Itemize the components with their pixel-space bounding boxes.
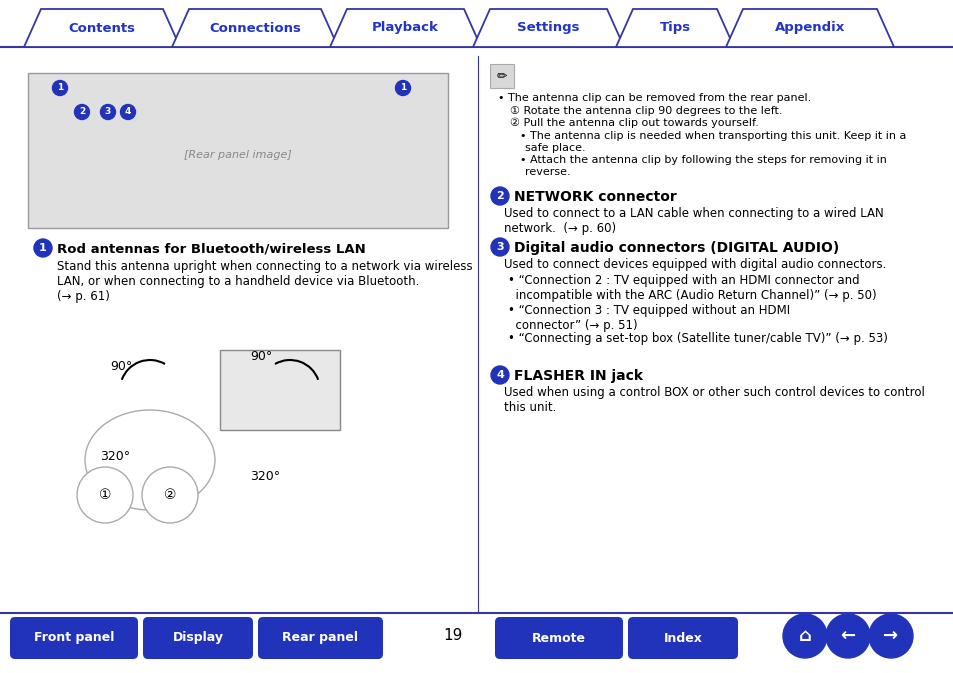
Circle shape [491, 366, 509, 384]
FancyBboxPatch shape [257, 617, 382, 659]
Text: 320°: 320° [250, 470, 280, 483]
Text: NETWORK connector: NETWORK connector [514, 190, 676, 204]
Text: Tips: Tips [659, 22, 690, 34]
Text: 19: 19 [443, 629, 462, 643]
Text: ←: ← [840, 627, 855, 645]
Text: ①: ① [99, 488, 112, 502]
Text: • Attach the antenna clip by following the steps for removing it in: • Attach the antenna clip by following t… [519, 155, 886, 165]
Circle shape [395, 81, 410, 96]
Text: ① Rotate the antenna clip 90 degrees to the left.: ① Rotate the antenna clip 90 degrees to … [510, 106, 781, 116]
Text: 320°: 320° [100, 450, 130, 463]
Text: Remote: Remote [532, 631, 585, 645]
Text: • “Connection 3 : TV equipped without an HDMI
  connector” (→ p. 51): • “Connection 3 : TV equipped without an… [507, 304, 789, 332]
Polygon shape [172, 9, 337, 47]
Text: 90°: 90° [250, 350, 272, 363]
Text: 4: 4 [496, 370, 503, 380]
Text: Contents: Contents [69, 22, 135, 34]
Text: Index: Index [663, 631, 701, 645]
Polygon shape [616, 9, 733, 47]
Circle shape [491, 238, 509, 256]
FancyBboxPatch shape [143, 617, 253, 659]
Circle shape [491, 187, 509, 205]
FancyBboxPatch shape [490, 64, 514, 88]
Text: Front panel: Front panel [33, 631, 114, 645]
Text: ✏: ✏ [497, 71, 507, 83]
Ellipse shape [85, 410, 214, 510]
Circle shape [100, 104, 115, 120]
Text: Rear panel: Rear panel [282, 631, 358, 645]
Text: 4: 4 [125, 108, 132, 116]
FancyBboxPatch shape [10, 617, 138, 659]
FancyBboxPatch shape [627, 617, 738, 659]
Text: Used when using a control BOX or other such control devices to control
this unit: Used when using a control BOX or other s… [503, 386, 923, 414]
Text: →: → [882, 627, 898, 645]
Text: • The antenna clip is needed when transporting this unit. Keep it in a: • The antenna clip is needed when transp… [519, 131, 905, 141]
Polygon shape [473, 9, 623, 47]
Text: FLASHER IN jack: FLASHER IN jack [514, 369, 642, 383]
Circle shape [34, 239, 52, 257]
Text: ②: ② [164, 488, 176, 502]
Text: 90°: 90° [110, 360, 132, 373]
Bar [28, 73, 448, 228]
Text: • “Connection 2 : TV equipped with an HDMI connector and
  incompatible with the: • “Connection 2 : TV equipped with an HD… [507, 274, 876, 302]
Text: ② Pull the antenna clip out towards yourself.: ② Pull the antenna clip out towards your… [510, 118, 758, 129]
Text: 1: 1 [39, 243, 47, 253]
Text: 1: 1 [57, 83, 63, 92]
Text: 3: 3 [105, 108, 111, 116]
Polygon shape [725, 9, 893, 47]
Polygon shape [330, 9, 480, 47]
Circle shape [868, 614, 912, 658]
Text: Display: Display [172, 631, 223, 645]
Circle shape [74, 104, 90, 120]
Text: 3: 3 [496, 242, 503, 252]
FancyBboxPatch shape [495, 617, 622, 659]
Circle shape [782, 614, 826, 658]
Text: ⌂: ⌂ [798, 627, 811, 645]
Text: Playback: Playback [372, 22, 438, 34]
Circle shape [825, 614, 869, 658]
Text: Stand this antenna upright when connecting to a network via wireless
LAN, or whe: Stand this antenna upright when connecti… [57, 260, 472, 303]
Text: 2: 2 [79, 108, 85, 116]
Text: [Rear panel image]: [Rear panel image] [184, 150, 292, 160]
Text: Appendix: Appendix [774, 22, 844, 34]
Text: • The antenna clip can be removed from the rear panel.: • The antenna clip can be removed from t… [497, 93, 810, 103]
Text: reverse.: reverse. [524, 167, 570, 177]
Text: safe place.: safe place. [524, 143, 585, 153]
Polygon shape [24, 9, 180, 47]
Text: • “Connecting a set-top box (Satellite tuner/cable TV)” (→ p. 53): • “Connecting a set-top box (Satellite t… [507, 332, 887, 345]
Text: Rod antennas for Bluetooth/wireless LAN: Rod antennas for Bluetooth/wireless LAN [57, 242, 365, 255]
Circle shape [77, 467, 132, 523]
Text: Settings: Settings [517, 22, 579, 34]
Circle shape [120, 104, 135, 120]
FancyBboxPatch shape [220, 350, 339, 430]
Text: Digital audio connectors (DIGITAL AUDIO): Digital audio connectors (DIGITAL AUDIO) [514, 241, 839, 255]
Text: Used to connect devices equipped with digital audio connectors.: Used to connect devices equipped with di… [503, 258, 885, 271]
Circle shape [142, 467, 198, 523]
Text: 2: 2 [496, 191, 503, 201]
Text: 1: 1 [399, 83, 406, 92]
Circle shape [52, 81, 68, 96]
Text: Connections: Connections [209, 22, 300, 34]
Text: Used to connect to a LAN cable when connecting to a wired LAN
network.  (→ p. 60: Used to connect to a LAN cable when conn… [503, 207, 882, 235]
